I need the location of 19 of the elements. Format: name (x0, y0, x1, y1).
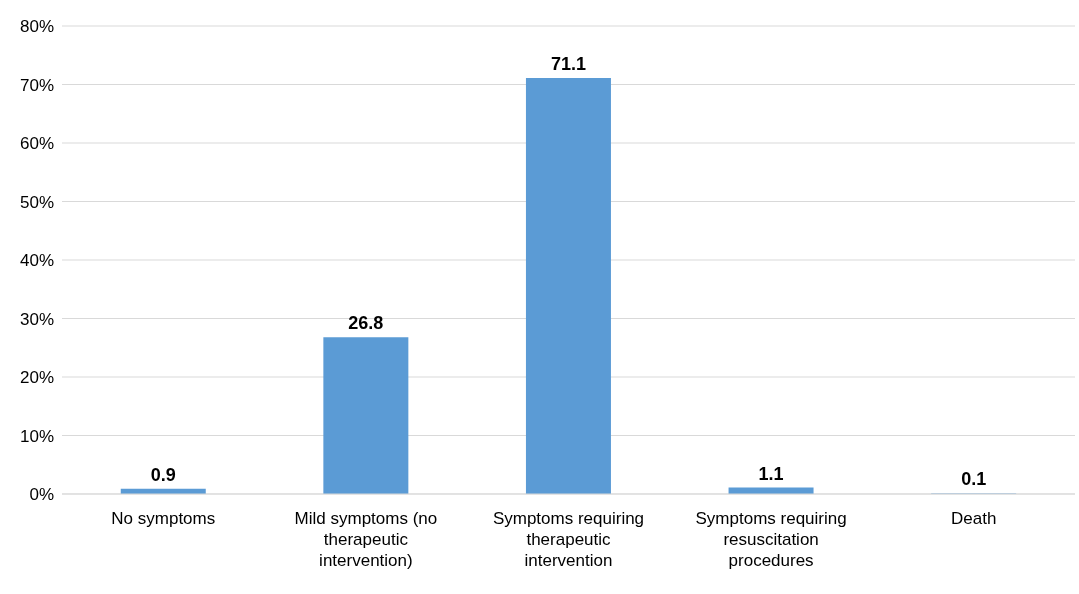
y-tick-label: 20% (19, 368, 54, 388)
y-tick-label: 70% (19, 75, 54, 95)
x-tick-label: Symptoms requiring resuscitation procedures (695, 509, 847, 570)
data-label: 0.1 (961, 469, 987, 490)
y-tick-label: 50% (19, 192, 54, 212)
data-label: 26.8 (348, 313, 384, 334)
y-tick-label: 80% (19, 17, 54, 37)
y-tick-label: 40% (19, 251, 54, 271)
y-tick-label: 10% (19, 426, 54, 446)
x-tick-label: Death (951, 509, 997, 528)
y-tick-label: 30% (19, 309, 54, 329)
x-tick-label: Symptoms requiring therapeutic intervention (492, 509, 645, 570)
data-label: 71.1 (550, 54, 586, 75)
y-tick-label: 0% (29, 485, 54, 505)
y-tick-label: 60% (19, 134, 54, 154)
x-tick-label: No symptoms (111, 509, 216, 528)
x-tick-label: Mild symptoms (no therapeutic intervention) (294, 509, 438, 570)
data-label: 0.9 (150, 464, 176, 485)
data-label: 1.1 (758, 463, 784, 484)
